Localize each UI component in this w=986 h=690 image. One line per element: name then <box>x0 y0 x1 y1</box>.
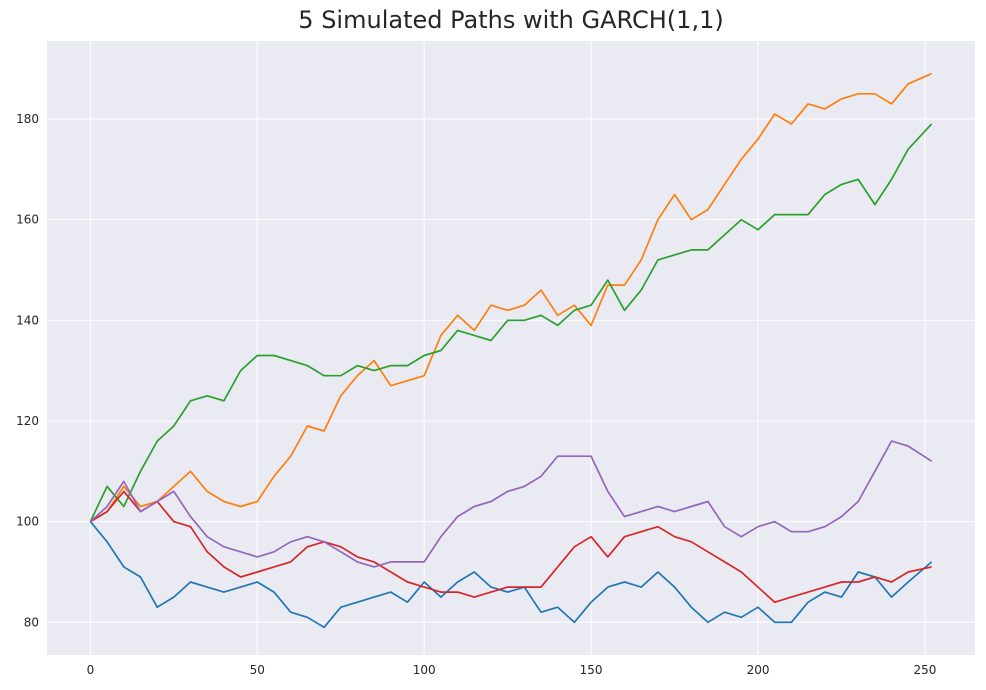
x-tick-label: 50 <box>250 663 265 677</box>
y-tick-label: 120 <box>16 414 39 428</box>
y-tick-label: 80 <box>24 615 39 629</box>
y-tick-label: 160 <box>16 213 39 227</box>
tick-labels: 0 50 100 150 200 250 80 100 120 140 160 180 <box>16 112 936 677</box>
x-tick-label: 250 <box>913 663 936 677</box>
x-tick-label: 100 <box>413 663 436 677</box>
y-tick-label: 180 <box>16 112 39 126</box>
chart-title: 5 Simulated Paths with GARCH(1,1) <box>298 6 724 34</box>
x-tick-label: 200 <box>747 663 770 677</box>
series-line-4 <box>89 490 932 604</box>
series-line-2 <box>89 72 932 523</box>
y-tick-label: 100 <box>16 515 39 529</box>
series-line-3 <box>89 123 933 522</box>
series-lines <box>89 72 933 629</box>
series-line-5 <box>89 440 933 568</box>
x-tick-label: 0 <box>87 663 95 677</box>
plot-area <box>47 41 975 655</box>
y-tick-label: 140 <box>16 313 39 327</box>
series-line-1 <box>89 521 933 629</box>
x-tick-label: 150 <box>580 663 603 677</box>
